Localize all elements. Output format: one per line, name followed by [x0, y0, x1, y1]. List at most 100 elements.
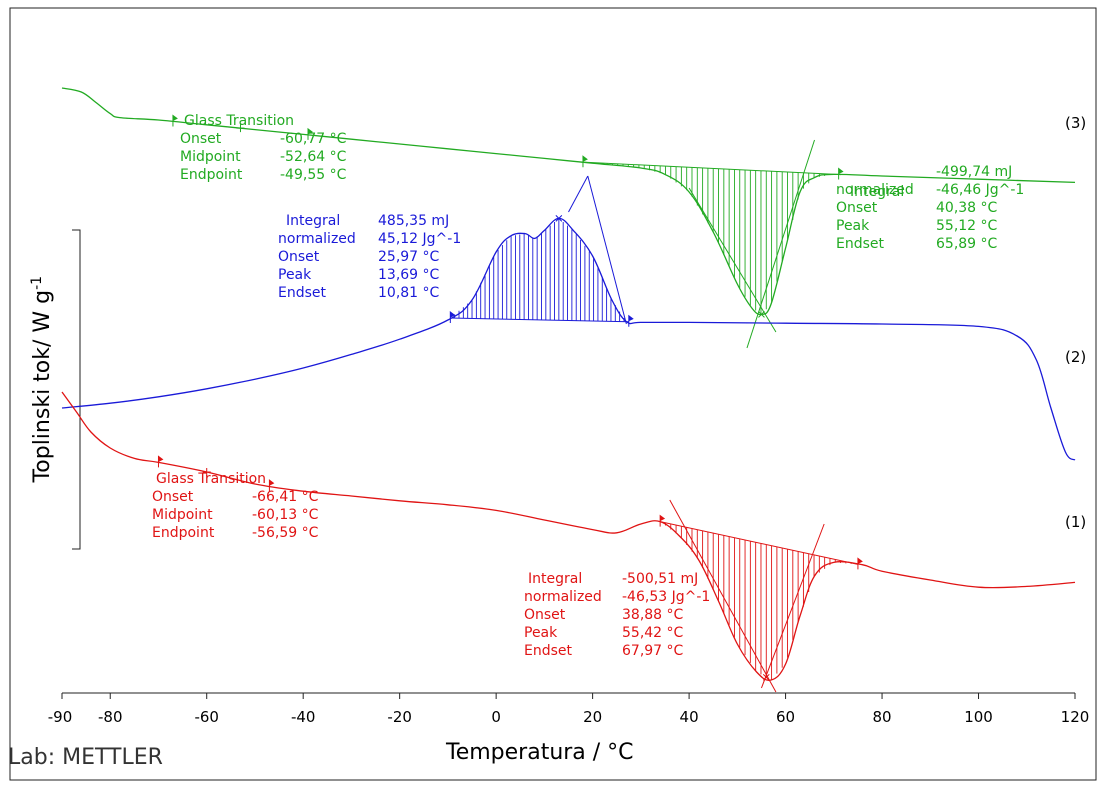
evaluation-flag — [838, 167, 844, 180]
s1-glass-key: Onset — [152, 489, 194, 505]
s3-int-row: Peak 55,12 °C — [836, 217, 1024, 235]
tangent-line — [688, 187, 777, 333]
x-tick-label: 120 — [1061, 708, 1090, 726]
tangent-line — [746, 139, 815, 349]
x-tick-label: 20 — [583, 708, 602, 726]
s2-int-row: Endset 10,81 °C — [278, 284, 461, 302]
footer-label: Lab: METTLER — [8, 745, 163, 770]
s3-int-row: Onset 40,38 °C — [836, 199, 1024, 217]
evaluation-markers — [157, 114, 863, 681]
evaluation-flag — [659, 514, 666, 527]
s1-glass-title: Glass Transition — [156, 471, 267, 487]
s2-int-key: Onset — [278, 249, 320, 265]
s3-int-val: 40,38 °C — [936, 200, 998, 216]
s1-glass-row: Midpoint -60,13 °C — [152, 506, 318, 524]
s3-glass-key: Onset — [180, 131, 222, 147]
s3-int-key — [836, 163, 936, 181]
tangent-line — [587, 175, 627, 325]
s1-glass-val: -56,59 °C — [252, 525, 319, 541]
curve-label: (2) — [1065, 348, 1086, 366]
x-axis-ticks: -90 -80 -60 -40 -20 0 20 40 60 80 100 120 — [48, 693, 1090, 726]
tangent-line — [760, 523, 825, 689]
s1-int-val: 38,88 °C — [622, 607, 684, 623]
s3-glass-title: Glass Transition — [184, 113, 295, 129]
s2-int-val: 13,69 °C — [378, 267, 440, 283]
s3-glass-val: -49,55 °C — [280, 167, 347, 183]
integral-hatching — [450, 161, 859, 680]
s1-int-key: Peak — [524, 625, 558, 641]
midpoint-cross — [236, 124, 245, 133]
s3-int-key: Onset — [836, 200, 878, 216]
s2-int-row: Peak 13,69 °C — [278, 266, 461, 284]
s3-glass-key: Midpoint — [180, 149, 241, 165]
s1-int-key: Onset — [524, 607, 566, 623]
s2-int-key: Endset — [278, 285, 327, 301]
s1-glass-annotation: Glass Transition Onset -66,41 °C Midpoint… — [152, 470, 318, 542]
s3-int-row: -499,74 mJ — [836, 163, 1024, 181]
s1-int-row: Onset 38,88 °C — [524, 606, 710, 624]
s3-glass-row: Midpoint -52,64 °C — [180, 148, 346, 166]
tangent-line — [669, 499, 777, 693]
s3-int-val: -499,74 mJ — [936, 164, 1013, 180]
x-tick-label: 100 — [964, 708, 993, 726]
y-axis-title-text: Toplinski tok/ W g — [30, 289, 56, 483]
s2-int-val: 485,35 mJ — [378, 213, 450, 229]
s3-glass-val: -52,64 °C — [280, 149, 347, 165]
s3-int-key: normalized — [836, 182, 914, 198]
s2-int-key: Integral — [286, 213, 341, 229]
s2-int-row: Integral 485,35 mJ — [278, 212, 461, 230]
curve-label: (1) — [1065, 513, 1086, 531]
s2-int-key: normalized — [278, 231, 356, 247]
x-tick-label: 40 — [680, 708, 699, 726]
s1-glass-key: Midpoint — [152, 507, 213, 523]
s1-int-val: 55,42 °C — [622, 625, 684, 641]
s3-int-val: -46,46 Jg^-1 — [936, 182, 1025, 198]
evaluation-flag — [582, 155, 588, 168]
x-tick-label: -80 — [98, 708, 123, 726]
s3-integral-annotation: -499,74 mJ normalized -46,46 Jg^-1 Integra… — [836, 163, 1024, 253]
evaluation-flag — [857, 557, 863, 570]
y-axis-title-superscript: -1 — [28, 275, 45, 290]
s1-int-key: Endset — [524, 643, 573, 659]
s3-int-overlap-label: Integral — [850, 184, 905, 200]
peak-mark — [762, 673, 770, 681]
s1-int-val: -500,51 mJ — [622, 571, 699, 587]
tangent-lines — [568, 139, 825, 693]
s1-integral-annotation: Integral -500,51 mJ normalized -46,53 Jg^-… — [524, 570, 710, 660]
evaluation-flag — [307, 127, 313, 140]
s2-int-key: Peak — [278, 267, 312, 283]
s3-int-row: Endset 65,89 °C — [836, 235, 1024, 253]
s1-int-val: -46,53 Jg^-1 — [622, 589, 711, 605]
s2-int-val: 10,81 °C — [378, 285, 440, 301]
x-tick-label: 0 — [491, 708, 501, 726]
peak-mark — [555, 215, 563, 222]
s1-int-row: Endset 67,97 °C — [524, 642, 710, 660]
integral-baseline — [450, 317, 629, 323]
tangent-line — [568, 175, 589, 213]
x-tick-label: -20 — [387, 708, 412, 726]
s3-glass-annotation: Glass Transition Onset -60,77 °C Midpoint… — [180, 112, 346, 184]
s3-glass-row: Endpoint -49,55 °C — [180, 166, 346, 184]
s3-int-val: 65,89 °C — [936, 236, 998, 252]
dsc-curve — [61, 391, 1076, 681]
curve-label: (3) — [1065, 114, 1086, 132]
evaluation-flag — [157, 455, 164, 468]
plot-frame — [9, 7, 1097, 781]
s2-integral-annotation: Integral 485,35 mJ normalized 45,12 Jg^-1 … — [278, 212, 461, 302]
s3-glass-key: Endpoint — [180, 167, 243, 183]
evaluation-flag — [268, 479, 275, 492]
s3-int-val: 55,12 °C — [936, 218, 998, 234]
x-tick-label: 60 — [776, 708, 795, 726]
x-tick-label: -60 — [194, 708, 219, 726]
x-tick-label: -90 — [48, 708, 73, 726]
s1-int-row: Peak 55,42 °C — [524, 624, 710, 642]
s1-int-row: normalized -46,53 Jg^-1 — [524, 588, 710, 606]
s2-int-row: Onset 25,97 °C — [278, 248, 461, 266]
evaluation-flag — [449, 311, 456, 323]
s2-int-val: 45,12 Jg^-1 — [378, 231, 462, 247]
s2-int-val: 25,97 °C — [378, 249, 440, 265]
dsc-curves — [61, 87, 1076, 681]
s1-glass-row: Onset -66,41 °C — [152, 488, 318, 506]
s1-int-row: Integral -500,51 mJ — [524, 570, 710, 588]
